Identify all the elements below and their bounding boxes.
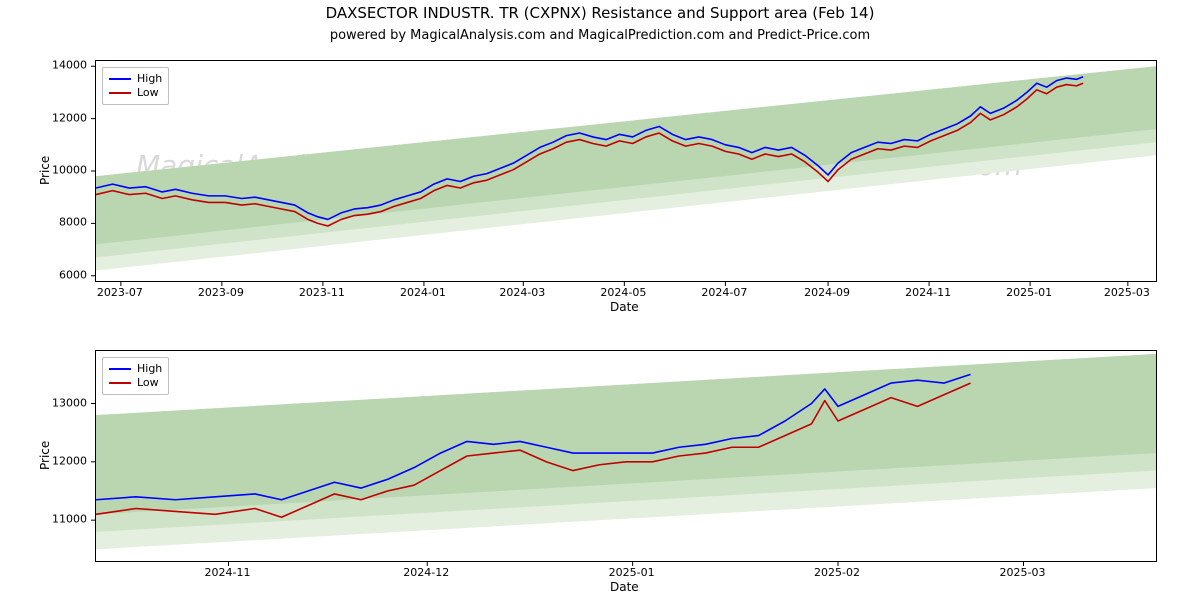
- xtick-label: 2024-09: [804, 286, 850, 299]
- xtick-label: 2023-11: [299, 286, 345, 299]
- legend-label-high-b: High: [137, 362, 162, 376]
- legend-item-high: High: [109, 72, 162, 86]
- xtick-label: 2024-12: [403, 566, 449, 579]
- xlabel-top: Date: [610, 300, 639, 314]
- chart-panel-top: MagicalAnalysis.com MagicalPrediction.co…: [95, 60, 1157, 282]
- ytick-label: 13000: [45, 396, 87, 409]
- ytick-label: 10000: [45, 164, 87, 177]
- xtick-label: 2025-03: [1104, 286, 1150, 299]
- ytick-label: 11000: [45, 513, 87, 526]
- chart-svg-bottom: [96, 351, 1156, 561]
- legend-item-low-b: Low: [109, 376, 162, 390]
- xtick-label: 2024-11: [205, 566, 251, 579]
- chart-svg-top: [96, 61, 1156, 281]
- legend-swatch-low: [109, 92, 131, 94]
- xlabel-bot: Date: [610, 580, 639, 594]
- xtick-label: 2024-03: [499, 286, 545, 299]
- ytick-label: 12000: [45, 111, 87, 124]
- ytick-label: 6000: [45, 268, 87, 281]
- xtick-label: 2025-03: [1000, 566, 1046, 579]
- xtick-label: 2024-05: [600, 286, 646, 299]
- xtick-label: 2024-07: [701, 286, 747, 299]
- legend-swatch-high-b: [109, 368, 131, 370]
- legend-label-high: High: [137, 72, 162, 86]
- ytick-label: 12000: [45, 454, 87, 467]
- legend-label-low-b: Low: [137, 376, 159, 390]
- legend-item-high-b: High: [109, 362, 162, 376]
- figure: DAXSECTOR INDUSTR. TR (CXPNX) Resistance…: [0, 0, 1200, 600]
- figure-title: DAXSECTOR INDUSTR. TR (CXPNX) Resistance…: [0, 4, 1200, 22]
- xtick-label: 2023-07: [97, 286, 143, 299]
- xtick-label: 2024-11: [905, 286, 951, 299]
- ytick-label: 14000: [45, 59, 87, 72]
- xtick-label: 2025-01: [609, 566, 655, 579]
- chart-panel-bottom: MagicalAnalysis.com MagicalPrediction.co…: [95, 350, 1157, 562]
- legend-top: High Low: [102, 67, 169, 105]
- xtick-label: 2024-01: [400, 286, 446, 299]
- xtick-label: 2025-01: [1006, 286, 1052, 299]
- figure-subtitle: powered by MagicalAnalysis.com and Magic…: [0, 28, 1200, 43]
- legend-item-low: Low: [109, 86, 162, 100]
- legend-swatch-low-b: [109, 382, 131, 384]
- legend-bottom: High Low: [102, 357, 169, 395]
- ytick-label: 8000: [45, 216, 87, 229]
- legend-swatch-high: [109, 78, 131, 80]
- xtick-label: 2025-02: [814, 566, 860, 579]
- xtick-label: 2023-09: [198, 286, 244, 299]
- legend-label-low: Low: [137, 86, 159, 100]
